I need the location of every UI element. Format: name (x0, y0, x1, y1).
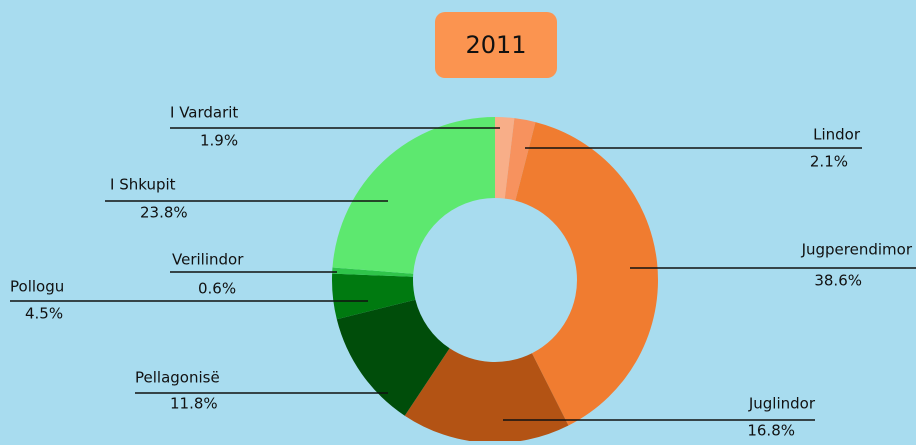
slice-label: Pollogu (10, 278, 64, 296)
donut-segment (332, 267, 414, 277)
slice-label: Pellagonisë (135, 369, 220, 387)
slice-label: Jugperendimor (801, 241, 913, 259)
donut-segment (504, 118, 536, 201)
value-label: 11.8% (170, 395, 218, 413)
value-label: 38.6% (814, 272, 862, 290)
value-label: 2.1% (810, 153, 848, 171)
donut-segment (332, 273, 416, 320)
title-box (435, 12, 557, 78)
donut-segment (495, 117, 515, 199)
value-label: 0.6% (198, 280, 236, 298)
value-label: 4.5% (25, 305, 63, 323)
slice-label: Verilindor (172, 251, 244, 269)
slice-label: I Shkupit (110, 176, 176, 194)
donut-segment (332, 117, 495, 274)
slice-label: Juglindor (748, 395, 816, 413)
slice-label: I Vardarit (170, 104, 238, 122)
donut-segment (515, 122, 658, 426)
slice-label: Lindor (813, 126, 861, 144)
donut-segment (336, 299, 450, 416)
value-label: 16.8% (747, 422, 795, 440)
value-label: 23.8% (140, 204, 188, 222)
value-label: 1.9% (200, 132, 238, 150)
chart-title: 2011 (465, 31, 526, 59)
